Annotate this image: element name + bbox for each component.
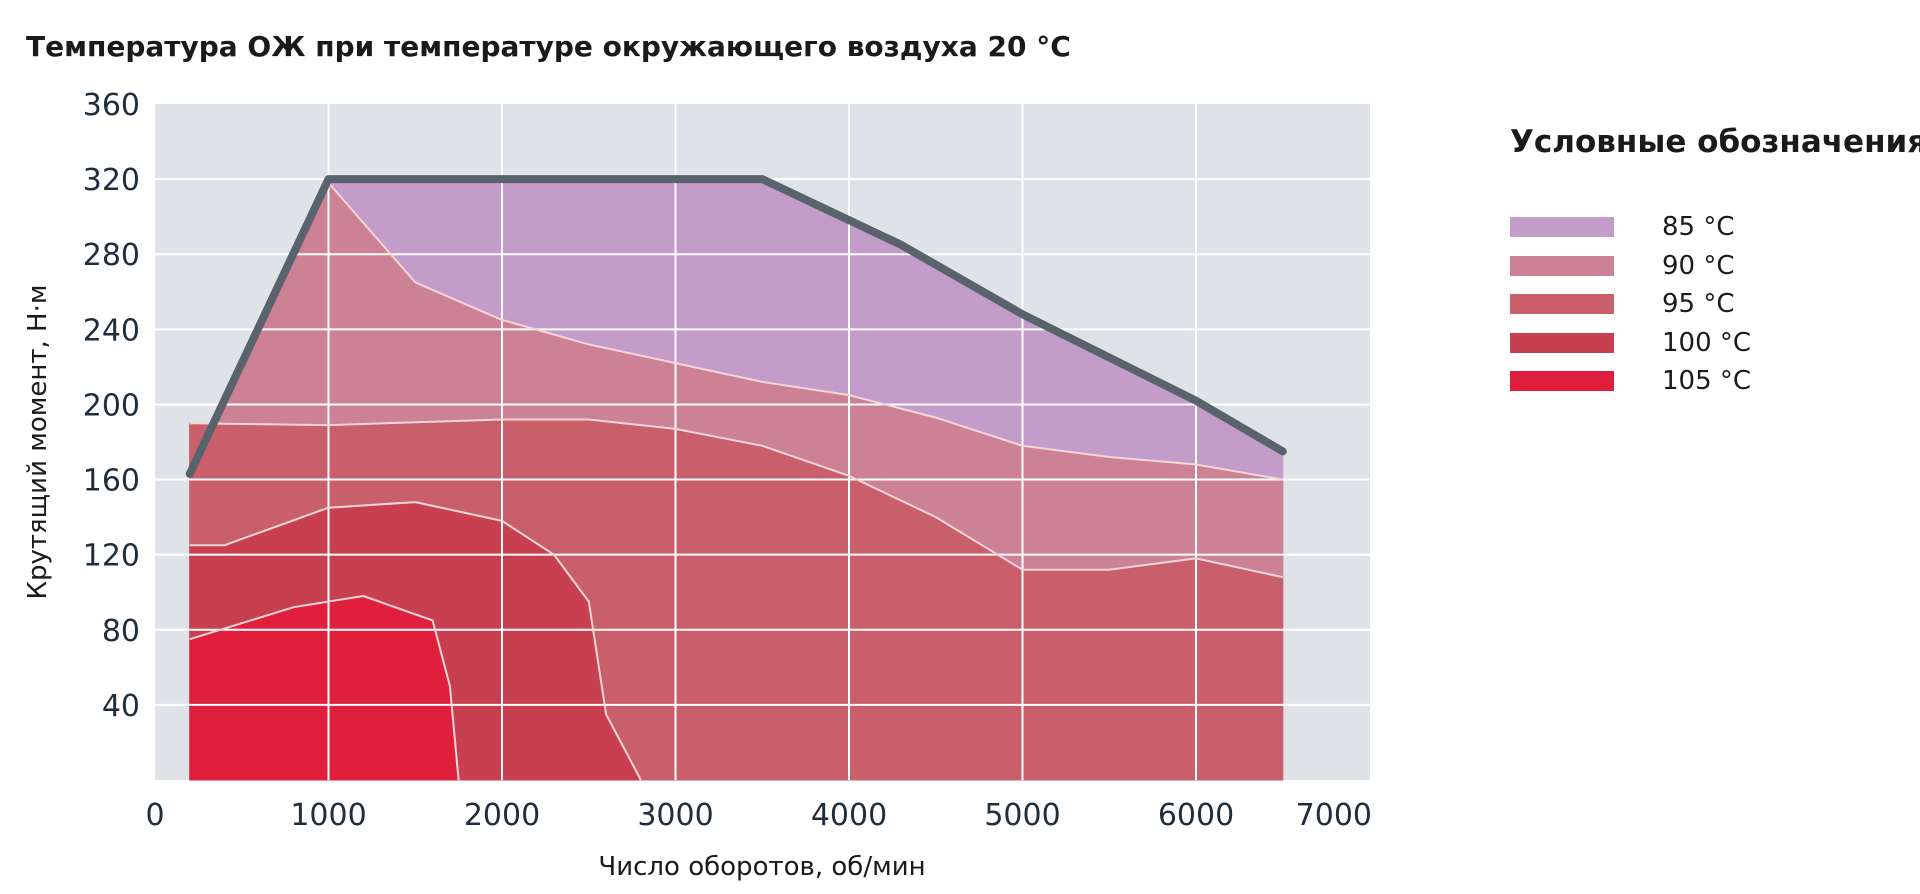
y-tick-label: 160: [83, 464, 140, 499]
legend-items: 85 °C 90 °C 95 °C 100 °C 105 °C: [1510, 208, 1920, 401]
legend-label: 100 °C: [1662, 327, 1752, 358]
legend-item: 90 °C: [1510, 247, 1920, 286]
y-tick-label: 200: [83, 388, 140, 423]
y-tick-label: 280: [83, 238, 140, 273]
legend-swatch: [1510, 332, 1614, 353]
y-tick-label: 40: [102, 689, 140, 724]
contour-line: [327, 182, 1283, 481]
legend-title: Условные обозначения:: [1510, 124, 1920, 160]
chart-title: Температура ОЖ при температуре окружающе…: [26, 30, 1071, 63]
x-tick-label: 5000: [984, 798, 1060, 833]
legend-label: 105 °C: [1662, 366, 1752, 397]
legend-item: 95 °C: [1510, 285, 1920, 324]
legend-label: 95 °C: [1662, 289, 1735, 320]
y-tick-label: 360: [83, 88, 140, 123]
contour-line: [189, 418, 1284, 579]
legend-item: 85 °C: [1510, 208, 1920, 247]
x-tick-label: 4000: [811, 798, 887, 833]
x-tick-label: 7000: [1296, 798, 1372, 833]
y-tick-label: 240: [83, 313, 140, 348]
y-tick-label: 80: [102, 614, 140, 649]
legend-swatch: [1510, 217, 1614, 238]
legend-item: 105 °C: [1510, 362, 1920, 401]
legend-label: 90 °C: [1662, 250, 1735, 281]
y-tick-label: 320: [83, 163, 140, 198]
legend-swatch: [1510, 255, 1614, 276]
y-axis-label: Крутящий момент, Н·м: [23, 285, 53, 600]
x-tick-label: 3000: [637, 798, 713, 833]
max-torque-curve: [185, 175, 1287, 478]
legend-item: 100 °C: [1510, 324, 1920, 363]
torque-boundary: [185, 175, 1287, 478]
legend-swatch: [1510, 294, 1614, 315]
x-tick-label: 0: [145, 798, 164, 833]
contour-line: [189, 595, 460, 781]
x-axis-label: Число оборотов, об/мин: [598, 852, 925, 882]
x-tick-label: 2000: [464, 798, 540, 833]
axis-ticks: 40 80 120 160 200 240 280 320 360 0 1000 2000 3000 40…: [83, 88, 1372, 833]
y-tick-label: 120: [83, 539, 140, 574]
contour-line: [189, 501, 642, 781]
legend: Условные обозначения: 85 °C 90 °C 95 °C 100…: [1510, 124, 1920, 401]
grid-lines: [155, 104, 1370, 780]
x-tick-label: 6000: [1158, 798, 1234, 833]
contour-lines: [189, 182, 1284, 781]
legend-label: 85 °C: [1662, 212, 1735, 243]
legend-swatch: [1510, 371, 1614, 392]
x-tick-label: 1000: [290, 798, 366, 833]
